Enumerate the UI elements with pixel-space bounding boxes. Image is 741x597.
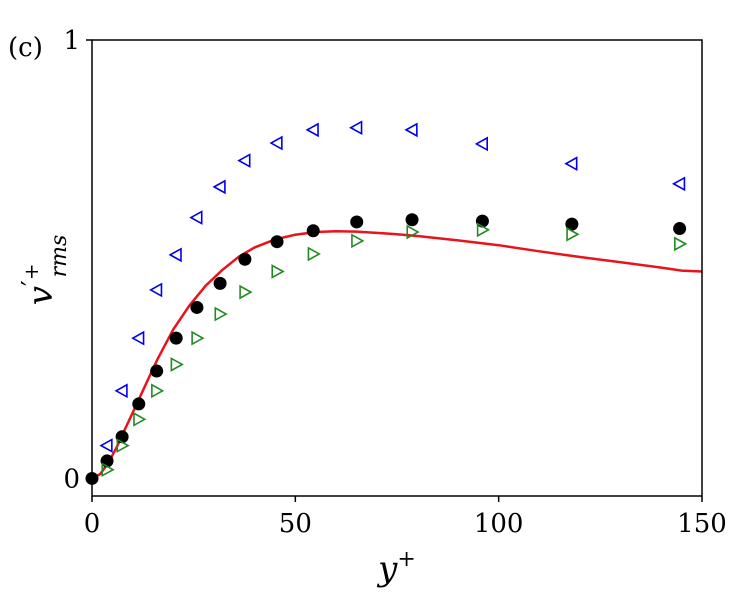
series-2-point — [237, 153, 251, 168]
series-1-point — [350, 215, 364, 229]
series-2-point — [404, 122, 418, 138]
series-2-point — [564, 156, 578, 172]
series-1-point — [565, 217, 579, 231]
series-3-point — [116, 438, 130, 453]
series-3-point — [351, 233, 365, 249]
series-1-point — [238, 252, 252, 266]
series-1-point — [169, 331, 183, 345]
y-axis-label-sup: + — [19, 263, 43, 280]
plot-marks — [85, 120, 703, 485]
series-1-point — [190, 300, 204, 314]
panel-label: (c) — [8, 33, 43, 63]
series-2-point — [189, 210, 203, 225]
series-3-point — [307, 246, 321, 262]
series-2-point — [114, 383, 128, 399]
series-2-point — [168, 247, 182, 263]
series-1-point — [306, 224, 320, 238]
series-3-point — [170, 357, 184, 372]
y-axis-label-sub: rms — [47, 235, 72, 278]
axis-ticks: 0 50 100 150 0 1 — [63, 26, 726, 539]
x-tick-label: 0 — [84, 509, 101, 539]
y-tick-label: 0 — [63, 464, 80, 494]
series-3-point — [214, 306, 228, 322]
series-2-point — [349, 120, 363, 136]
series-1-point — [270, 235, 284, 249]
x-axis-label: y+ — [376, 547, 416, 589]
series-1-point — [213, 276, 227, 290]
series-3-point — [406, 224, 420, 240]
x-tick-label: 150 — [677, 509, 727, 539]
y-axis-label-base: v — [21, 286, 61, 305]
series-1-point — [132, 397, 146, 411]
series-3-point — [239, 284, 253, 300]
series-0-line — [91, 229, 703, 480]
series-2-point — [474, 136, 488, 152]
x-axis-label-base: y — [376, 549, 398, 589]
x-axis-label-sup: + — [397, 547, 415, 572]
series-1-point — [673, 222, 687, 236]
y-tick-label: 1 — [63, 26, 80, 56]
series-3-point — [271, 264, 285, 279]
series-2-point — [99, 438, 113, 453]
series-2-point — [305, 122, 319, 138]
series-3-point — [566, 226, 580, 242]
series-3-point — [151, 383, 165, 399]
series-3-point — [101, 462, 115, 478]
series-2-point — [149, 282, 163, 298]
series-2-point — [131, 330, 145, 346]
y-axis-label: v′+ rms — [17, 235, 72, 306]
series-3-point — [476, 222, 491, 238]
series-2-point — [212, 179, 226, 195]
plot-frame — [91, 39, 703, 497]
series-3-point — [133, 411, 147, 427]
x-tick-label: 100 — [474, 509, 524, 539]
series-1-point — [150, 364, 164, 378]
y-axis-label-prime: ′ — [17, 280, 47, 286]
series-2-point — [671, 176, 686, 192]
series-2-point — [269, 135, 283, 151]
series-1-point — [405, 213, 419, 227]
series-3-point — [191, 330, 205, 346]
x-tick-label: 50 — [279, 509, 312, 539]
series-3-point — [674, 236, 688, 252]
